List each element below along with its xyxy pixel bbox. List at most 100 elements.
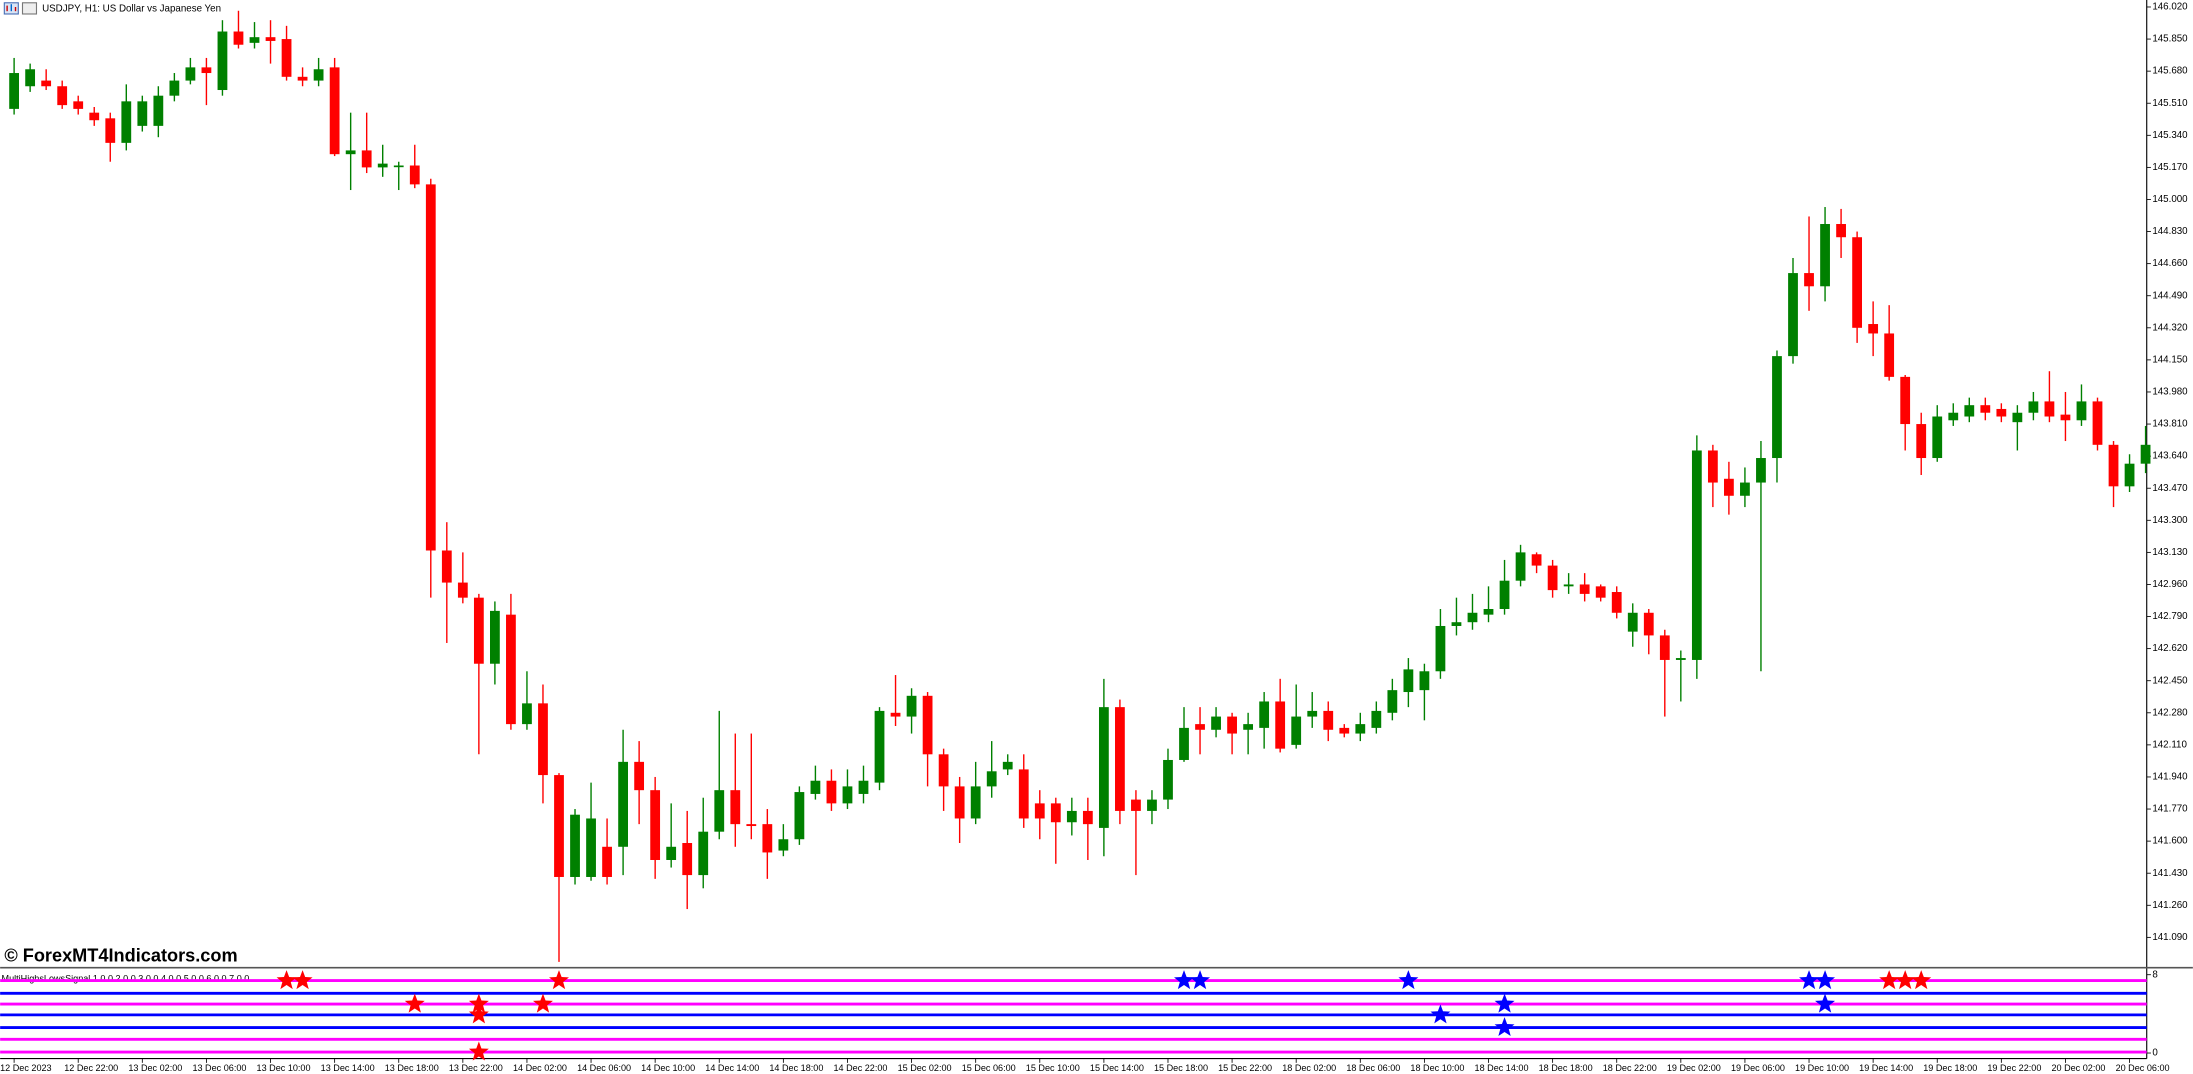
y-tick-label: 142.790 [2152,611,2188,622]
signal-star [1190,970,1211,990]
x-tick-label: 14 Dec 14:00 [705,1063,759,1073]
candle-body [874,710,885,783]
candle-body [1163,759,1173,800]
chart-title: USDJPY, H1: US Dollar vs Japanese Yen [42,4,221,15]
x-tick-label: 19 Dec 22:00 [1987,1063,2041,1073]
candle-body [1707,450,1718,483]
candle-body [1820,224,1830,287]
candle-body [682,843,693,876]
y-tick-label: 145.170 [2152,162,2188,173]
candle-body [2092,401,2103,445]
y-tick-label: 143.810 [2152,419,2188,430]
signal-star [276,970,297,990]
signal-star [1815,993,1836,1013]
candle-body [329,67,340,155]
candle-body [265,37,276,41]
candle-body [489,610,500,664]
y-tick-label: 144.150 [2152,354,2188,365]
candle-body [1227,716,1237,734]
y-tick-label: 141.940 [2152,772,2188,783]
candle-body [1098,707,1109,828]
y-tick-label: 143.640 [2152,451,2188,462]
y-tick-label: 144.490 [2152,290,2188,301]
candle-body [1195,724,1205,730]
candle-body [1147,799,1157,811]
x-tick-label: 15 Dec 18:00 [1154,1063,1208,1073]
candle-body [201,67,212,74]
x-tick-label: 14 Dec 18:00 [769,1063,823,1073]
candle-body [1339,727,1350,734]
x-tick-label: 14 Dec 02:00 [513,1063,567,1073]
candle-body [1034,803,1045,819]
signal-star [292,970,313,990]
y-tick-label: 141.770 [2152,804,2188,815]
x-tick-label: 13 Dec 22:00 [449,1063,503,1073]
candle-body [473,597,484,664]
x-tick-label: 15 Dec 06:00 [962,1063,1016,1073]
x-tick-label: 18 Dec 06:00 [1346,1063,1400,1073]
candle-body [2076,401,2087,421]
candle-body [1675,658,1686,660]
x-tick-label: 14 Dec 10:00 [641,1063,695,1073]
candle-body [1419,671,1430,691]
candle-body [425,184,436,551]
candle-body [2012,412,2023,423]
x-tick-label: 13 Dec 02:00 [128,1063,182,1073]
x-tick-label: 20 Dec 06:00 [2116,1063,2170,1073]
candle-body [1659,635,1670,660]
candle-body [634,761,645,791]
candle-body [602,846,612,877]
candle-body [794,792,805,840]
x-tick-label: 14 Dec 22:00 [833,1063,887,1073]
candle-body [297,76,308,81]
y-tick-label: 142.110 [2152,739,2187,750]
signal-star [1430,1004,1451,1024]
y-tick-label: 141.430 [2152,868,2188,879]
candle-body [89,112,100,121]
y-tick-label: 142.960 [2152,579,2188,590]
candle-body [457,582,468,598]
y-tick-label: 144.320 [2152,322,2188,333]
candle-body [906,695,917,717]
candle-body [1371,710,1382,728]
signal-star [1879,970,1900,990]
candle-body [361,150,372,168]
candle-body [41,80,52,87]
candle-body [922,695,933,755]
candle-body [1179,727,1189,760]
candle-body [1243,724,1254,730]
x-tick-label: 12 Dec 2023 [0,1063,51,1073]
x-tick-label: 18 Dec 18:00 [1539,1063,1593,1073]
candle-body [1964,405,1975,417]
candle-body [2044,401,2055,417]
x-tick-label: 19 Dec 10:00 [1795,1063,1849,1073]
candle-body [762,824,773,853]
x-tick-label: 19 Dec 02:00 [1667,1063,1721,1073]
y-tick-label: 143.300 [2152,515,2188,526]
signal-star [1911,970,1932,990]
candle-body [1355,724,1366,734]
y-tick-label: 145.000 [2152,194,2188,205]
y-tick-label: 145.680 [2152,66,2188,77]
candle-body [1531,554,1542,566]
x-tick-label: 13 Dec 14:00 [321,1063,375,1073]
candle-body [810,780,821,794]
y-tick-label: 143.470 [2152,483,2188,494]
signal-star [532,993,553,1013]
candle-body [153,95,164,126]
candle-body [842,786,853,804]
x-tick-label: 15 Dec 22:00 [1218,1063,1272,1073]
candle-body [1804,273,1814,287]
candle-body [185,67,196,81]
x-tick-label: 19 Dec 06:00 [1731,1063,1785,1073]
signal-star [468,993,489,1013]
candle-body [650,790,661,860]
signal-star [1815,970,1836,990]
candle-body [1996,408,2007,417]
candle-body [281,39,292,77]
candle-body [1916,424,1927,459]
x-tick-label: 15 Dec 02:00 [898,1063,952,1073]
candle-body [393,165,404,168]
candle-body [938,754,949,787]
indicator-y-tick-label: 8 [2152,969,2157,980]
